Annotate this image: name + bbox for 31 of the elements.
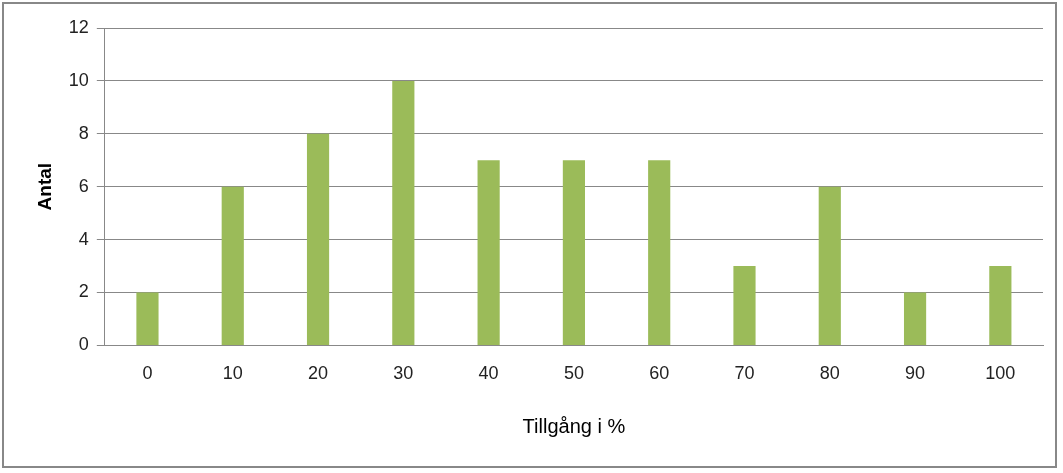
bar: [477, 160, 500, 345]
y-tick-label: 8: [78, 122, 89, 143]
x-tick-label: 80: [819, 363, 840, 384]
y-axis-title: Antal: [33, 162, 55, 211]
y-tick-label: 2: [78, 281, 89, 302]
x-tick-label: 50: [563, 363, 584, 384]
x-tick-label: 60: [649, 363, 670, 384]
bar: [989, 266, 1012, 345]
x-tick-label: 30: [393, 363, 414, 384]
bar: [136, 292, 159, 345]
y-tick-label: 6: [78, 175, 89, 196]
x-tick-label: 100: [985, 363, 1016, 384]
bar: [392, 80, 415, 345]
y-tick-label: 4: [78, 228, 89, 249]
y-tick-label: 12: [68, 16, 89, 37]
x-tick-label: 20: [308, 363, 329, 384]
x-tick-label: 40: [478, 363, 499, 384]
bar: [306, 133, 330, 345]
x-tick-label: 10: [222, 363, 243, 384]
x-tick-label: 70: [734, 363, 755, 384]
bar: [818, 186, 841, 345]
x-axis-title: Tillgång i %: [522, 414, 626, 437]
bar: [648, 160, 671, 345]
bar: [733, 266, 756, 345]
bar: [562, 160, 585, 345]
x-tick-label: 90: [905, 363, 926, 384]
y-tick-label: 10: [68, 69, 89, 90]
bar: [221, 186, 244, 345]
y-tick-label: 0: [78, 334, 89, 355]
bar: [903, 292, 927, 345]
x-tick-label: 0: [142, 363, 153, 384]
